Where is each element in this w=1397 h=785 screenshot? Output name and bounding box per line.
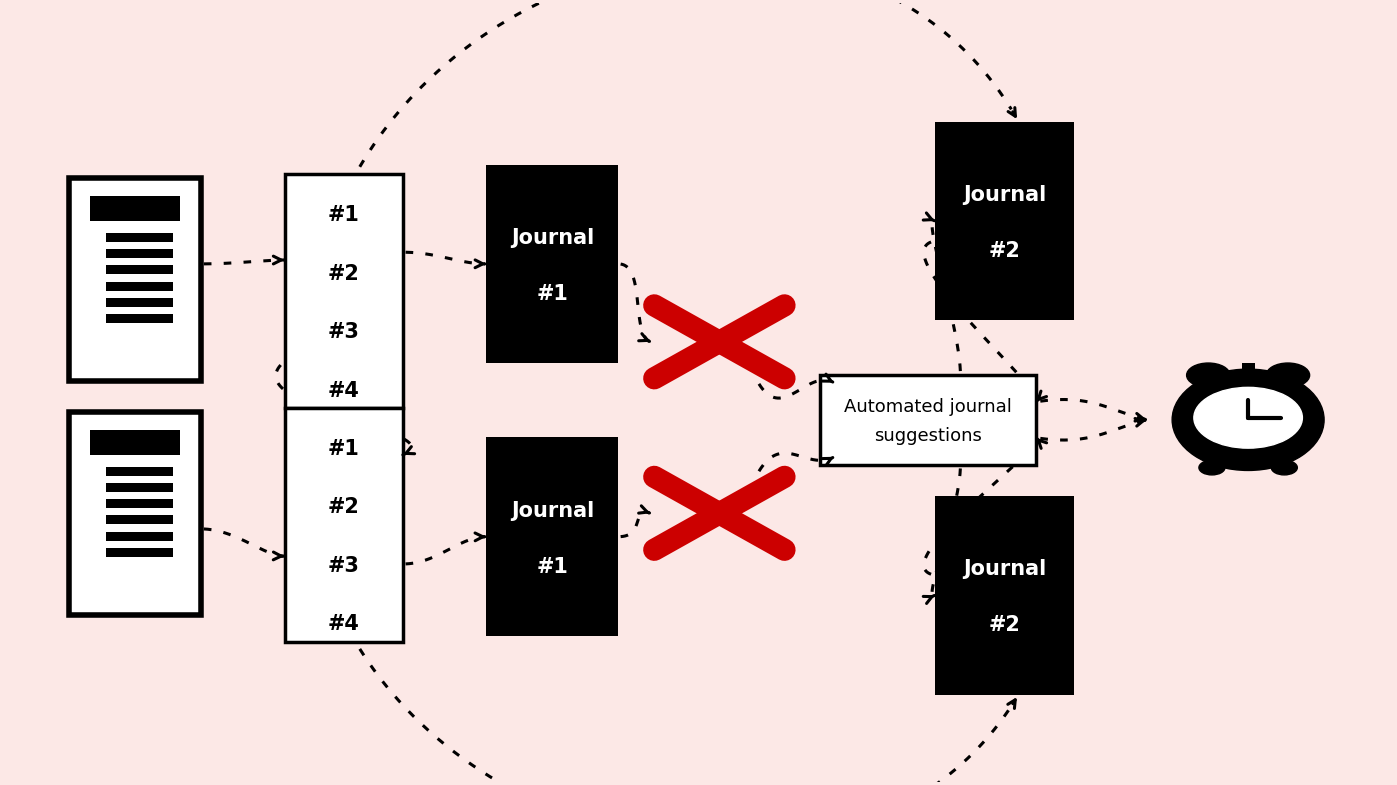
FancyBboxPatch shape bbox=[106, 483, 141, 492]
Text: #3: #3 bbox=[328, 322, 359, 342]
Text: #2: #2 bbox=[989, 241, 1021, 261]
FancyBboxPatch shape bbox=[138, 249, 173, 258]
Text: #3: #3 bbox=[328, 556, 359, 576]
FancyBboxPatch shape bbox=[138, 233, 173, 242]
Text: #1: #1 bbox=[328, 205, 359, 225]
FancyBboxPatch shape bbox=[138, 499, 173, 508]
FancyBboxPatch shape bbox=[106, 467, 141, 476]
FancyBboxPatch shape bbox=[138, 298, 173, 307]
Text: #4: #4 bbox=[328, 615, 359, 634]
FancyBboxPatch shape bbox=[935, 122, 1074, 320]
FancyBboxPatch shape bbox=[486, 165, 619, 363]
FancyBboxPatch shape bbox=[106, 249, 141, 258]
Text: #2: #2 bbox=[989, 615, 1021, 635]
Text: #1: #1 bbox=[536, 557, 569, 576]
FancyBboxPatch shape bbox=[106, 548, 141, 557]
Text: #1: #1 bbox=[328, 439, 359, 459]
Circle shape bbox=[1266, 363, 1309, 387]
FancyBboxPatch shape bbox=[106, 531, 141, 541]
FancyBboxPatch shape bbox=[89, 196, 180, 221]
FancyBboxPatch shape bbox=[285, 174, 402, 408]
FancyBboxPatch shape bbox=[106, 499, 141, 508]
FancyBboxPatch shape bbox=[138, 531, 173, 541]
Circle shape bbox=[1199, 460, 1225, 475]
Circle shape bbox=[1194, 387, 1302, 448]
Text: Automated journal: Automated journal bbox=[844, 398, 1011, 416]
FancyBboxPatch shape bbox=[138, 265, 173, 275]
FancyBboxPatch shape bbox=[138, 282, 173, 290]
FancyBboxPatch shape bbox=[138, 515, 173, 524]
FancyBboxPatch shape bbox=[106, 282, 141, 290]
FancyBboxPatch shape bbox=[89, 430, 180, 455]
FancyBboxPatch shape bbox=[106, 314, 141, 323]
Text: Journal: Journal bbox=[963, 560, 1046, 579]
FancyBboxPatch shape bbox=[106, 298, 141, 307]
Text: Journal: Journal bbox=[511, 228, 594, 248]
FancyBboxPatch shape bbox=[106, 515, 141, 524]
FancyBboxPatch shape bbox=[138, 467, 173, 476]
FancyBboxPatch shape bbox=[1242, 363, 1255, 372]
FancyBboxPatch shape bbox=[68, 412, 201, 615]
Text: #2: #2 bbox=[328, 498, 359, 517]
Text: Journal: Journal bbox=[511, 501, 594, 521]
Text: suggestions: suggestions bbox=[875, 427, 982, 445]
FancyBboxPatch shape bbox=[106, 265, 141, 275]
FancyBboxPatch shape bbox=[486, 437, 619, 636]
FancyBboxPatch shape bbox=[68, 178, 201, 381]
Text: #4: #4 bbox=[328, 381, 359, 400]
Circle shape bbox=[1186, 363, 1229, 387]
FancyBboxPatch shape bbox=[138, 314, 173, 323]
Ellipse shape bbox=[1172, 369, 1324, 470]
FancyBboxPatch shape bbox=[820, 375, 1037, 465]
Circle shape bbox=[1271, 460, 1298, 475]
Text: #1: #1 bbox=[536, 283, 569, 304]
FancyBboxPatch shape bbox=[138, 483, 173, 492]
Text: Journal: Journal bbox=[963, 185, 1046, 205]
FancyBboxPatch shape bbox=[935, 496, 1074, 695]
FancyBboxPatch shape bbox=[285, 408, 402, 642]
Text: #2: #2 bbox=[328, 264, 359, 283]
FancyBboxPatch shape bbox=[106, 233, 141, 242]
FancyBboxPatch shape bbox=[138, 548, 173, 557]
